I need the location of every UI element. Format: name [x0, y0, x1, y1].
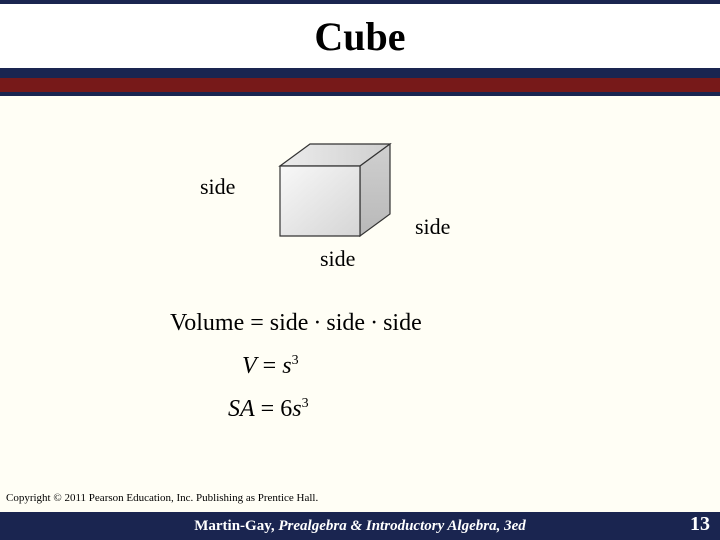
cube-label-left: side: [200, 174, 235, 200]
v-eq: =: [257, 353, 283, 379]
cube-front: [280, 166, 360, 236]
sa-symbol: SA: [228, 396, 255, 422]
footer-author: Martin-Gay,: [194, 518, 278, 534]
v-exp: 3: [292, 353, 299, 368]
v-var: s: [282, 353, 291, 379]
cube-label-right: side: [415, 214, 450, 240]
footer-bar: Martin-Gay, Prealgebra & Introductory Al…: [0, 512, 720, 540]
v-formula: V = s3: [170, 353, 530, 380]
page-number: 13: [690, 513, 710, 536]
footer-book: Prealgebra & Introductory Algebra, 3ed: [278, 518, 525, 534]
sa-eq: = 6: [255, 396, 293, 422]
volume-formula: Volume = side ∙ side ∙ side: [170, 310, 530, 337]
sa-formula: SA = 6s3: [170, 396, 530, 423]
v-symbol: V: [242, 353, 257, 379]
content-area: side side side Volume = side ∙ side ∙ si…: [0, 96, 720, 476]
copyright-text: Copyright © 2011 Pearson Education, Inc.…: [6, 492, 318, 504]
cube-diagram: side side side: [260, 136, 460, 276]
slide-title: Cube: [314, 13, 405, 60]
sa-var: s: [292, 396, 301, 422]
footer-text: Martin-Gay, Prealgebra & Introductory Al…: [194, 518, 526, 535]
divider-dark-top: [0, 68, 720, 78]
cube-label-bottom: side: [320, 246, 355, 272]
cube-svg: [260, 136, 400, 246]
sa-exp: 3: [302, 396, 309, 411]
formulas-block: Volume = side ∙ side ∙ side V = s3 SA = …: [170, 310, 530, 439]
divider-red: [0, 78, 720, 92]
title-bar: Cube: [0, 0, 720, 68]
